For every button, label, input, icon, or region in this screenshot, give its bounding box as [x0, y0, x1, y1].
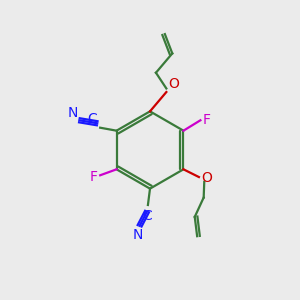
Text: F: F: [203, 113, 211, 127]
Text: F: F: [89, 170, 97, 184]
Text: C: C: [88, 112, 97, 126]
Text: N: N: [68, 106, 78, 120]
Text: C: C: [142, 208, 152, 223]
Text: O: O: [201, 171, 212, 185]
Text: O: O: [168, 77, 179, 91]
Text: N: N: [133, 228, 143, 242]
